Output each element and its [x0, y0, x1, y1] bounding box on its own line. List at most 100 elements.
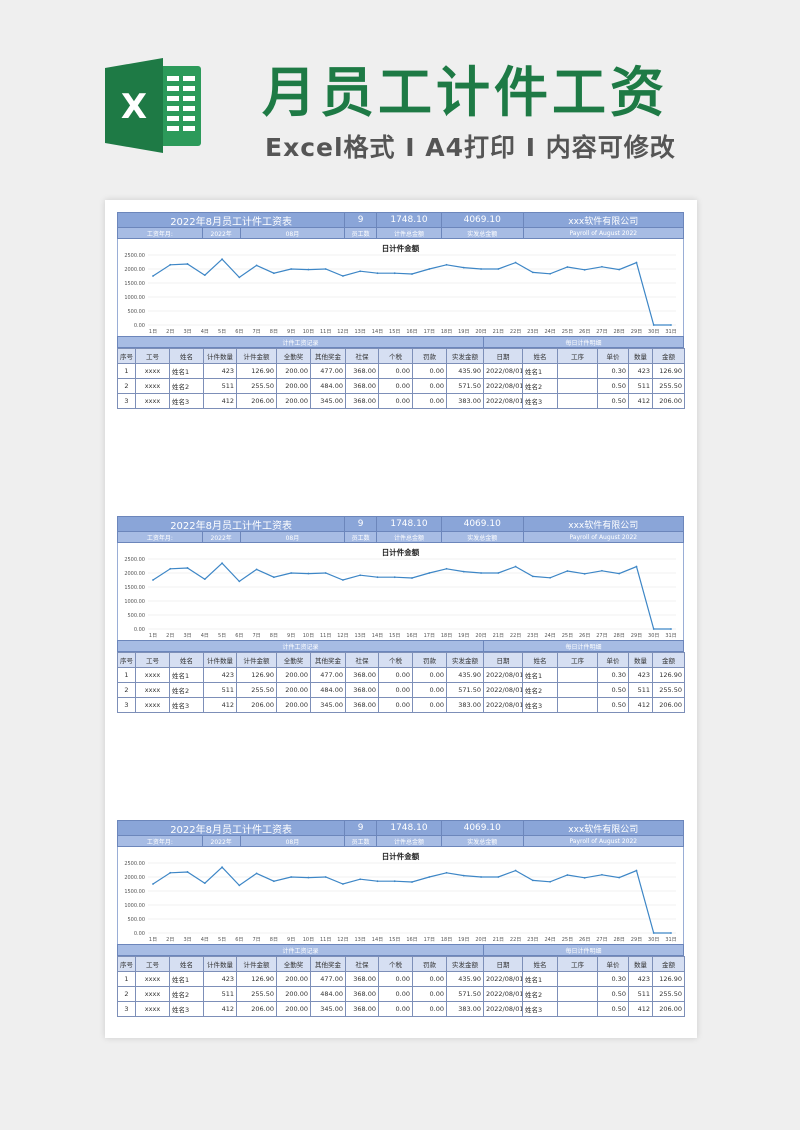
table-cell[interactable]	[557, 378, 598, 394]
table-cell[interactable]: 2	[117, 378, 136, 394]
table-cell[interactable]: xxxx	[135, 378, 170, 394]
table-cell[interactable]: xxxx	[135, 393, 170, 409]
table-cell[interactable]: 0.00	[378, 697, 413, 713]
table-cell[interactable]: 126.90	[236, 667, 277, 683]
table-cell[interactable]	[557, 697, 598, 713]
table-cell[interactable]: 0.00	[378, 682, 413, 698]
table-cell[interactable]: xxxx	[135, 667, 170, 683]
table-cell[interactable]: 2	[117, 986, 136, 1002]
table-cell[interactable]: 511	[203, 986, 237, 1002]
table-cell[interactable]: 0.30	[597, 363, 629, 379]
table-cell[interactable]: 412	[628, 393, 653, 409]
table-cell[interactable]: xxxx	[135, 1001, 170, 1017]
table-cell[interactable]: 206.00	[236, 697, 277, 713]
table-cell[interactable]: 423	[628, 971, 653, 987]
table-cell[interactable]: 0.00	[378, 1001, 413, 1017]
table-cell[interactable]: 0.00	[412, 378, 447, 394]
table-cell[interactable]: 2022/08/01	[483, 1001, 523, 1017]
table-cell[interactable]: 0.00	[412, 971, 447, 987]
table-cell[interactable]: 345.00	[310, 697, 346, 713]
table-cell[interactable]: 255.50	[236, 986, 277, 1002]
table-cell[interactable]: 姓名1	[522, 667, 558, 683]
table-cell[interactable]: 姓名3	[522, 697, 558, 713]
table-cell[interactable]: 435.90	[446, 363, 484, 379]
table-cell[interactable]: 126.90	[652, 971, 685, 987]
table-cell[interactable]: 206.00	[236, 1001, 277, 1017]
table-cell[interactable]	[557, 971, 598, 987]
table-cell[interactable]: 姓名2	[169, 986, 204, 1002]
table-cell[interactable]: 126.90	[236, 971, 277, 987]
table-cell[interactable]: 511	[203, 378, 237, 394]
table-cell[interactable]: 435.90	[446, 971, 484, 987]
table-cell[interactable]: 511	[628, 986, 653, 1002]
table-cell[interactable]: 0.00	[412, 393, 447, 409]
table-cell[interactable]: 0.50	[597, 393, 629, 409]
table-cell[interactable]: 2022/08/01	[483, 393, 523, 409]
table-cell[interactable]: xxxx	[135, 363, 170, 379]
table-cell[interactable]	[557, 682, 598, 698]
table-cell[interactable]: 412	[203, 1001, 237, 1017]
table-cell[interactable]: 255.50	[652, 378, 685, 394]
table-cell[interactable]: 206.00	[652, 697, 685, 713]
table-cell[interactable]: 423	[628, 363, 653, 379]
table-cell[interactable]: 姓名3	[169, 393, 204, 409]
table-cell[interactable]: 435.90	[446, 667, 484, 683]
table-cell[interactable]: 484.00	[310, 378, 346, 394]
table-cell[interactable]: 0.00	[378, 378, 413, 394]
table-cell[interactable]	[557, 986, 598, 1002]
table-cell[interactable]: 姓名1	[169, 363, 204, 379]
table-cell[interactable]: 0.00	[378, 363, 413, 379]
table-cell[interactable]: 368.00	[345, 1001, 379, 1017]
table-cell[interactable]: 423	[203, 667, 237, 683]
table-cell[interactable]: 2022/08/01	[483, 363, 523, 379]
table-cell[interactable]: 423	[628, 667, 653, 683]
table-cell[interactable]: xxxx	[135, 971, 170, 987]
table-cell[interactable]: 姓名3	[522, 393, 558, 409]
table-cell[interactable]: 200.00	[276, 697, 311, 713]
table-cell[interactable]: 姓名1	[522, 971, 558, 987]
table-cell[interactable]: 姓名2	[522, 378, 558, 394]
table-cell[interactable]: 368.00	[345, 682, 379, 698]
table-cell[interactable]: 368.00	[345, 986, 379, 1002]
table-cell[interactable]: 姓名1	[169, 667, 204, 683]
table-cell[interactable]: 0.00	[412, 682, 447, 698]
table-cell[interactable]: 姓名3	[169, 1001, 204, 1017]
table-cell[interactable]: 3	[117, 393, 136, 409]
table-cell[interactable]: 姓名2	[169, 682, 204, 698]
table-cell[interactable]: 0.00	[412, 1001, 447, 1017]
table-cell[interactable]: 0.00	[412, 667, 447, 683]
table-cell[interactable]: 206.00	[652, 1001, 685, 1017]
table-cell[interactable]: 200.00	[276, 1001, 311, 1017]
table-cell[interactable]: 345.00	[310, 1001, 346, 1017]
table-cell[interactable]: 255.50	[652, 682, 685, 698]
table-cell[interactable]: xxxx	[135, 986, 170, 1002]
table-cell[interactable]: 383.00	[446, 1001, 484, 1017]
table-cell[interactable]: xxxx	[135, 682, 170, 698]
table-cell[interactable]: 571.50	[446, 682, 484, 698]
table-cell[interactable]: 368.00	[345, 667, 379, 683]
table-cell[interactable]: 0.00	[378, 971, 413, 987]
table-cell[interactable]: 484.00	[310, 986, 346, 1002]
table-cell[interactable]	[557, 667, 598, 683]
table-cell[interactable]: 2022/08/01	[483, 682, 523, 698]
table-cell[interactable]: 3	[117, 697, 136, 713]
table-cell[interactable]: 0.00	[412, 986, 447, 1002]
table-cell[interactable]: 200.00	[276, 378, 311, 394]
table-cell[interactable]: 511	[628, 378, 653, 394]
table-cell[interactable]: 1	[117, 667, 136, 683]
table-cell[interactable]: 0.00	[378, 393, 413, 409]
table-cell[interactable]: 2022/08/01	[483, 697, 523, 713]
table-cell[interactable]: 477.00	[310, 363, 346, 379]
table-cell[interactable]: 0.50	[597, 1001, 629, 1017]
table-cell[interactable]: 姓名1	[169, 971, 204, 987]
table-cell[interactable]: 姓名2	[169, 378, 204, 394]
table-cell[interactable]: 0.50	[597, 682, 629, 698]
table-cell[interactable]: 200.00	[276, 986, 311, 1002]
table-cell[interactable]: 1	[117, 971, 136, 987]
table-cell[interactable]: 3	[117, 1001, 136, 1017]
table-cell[interactable]: 0.50	[597, 697, 629, 713]
table-cell[interactable]: 255.50	[236, 682, 277, 698]
table-cell[interactable]: 255.50	[652, 986, 685, 1002]
table-cell[interactable]: 2022/08/01	[483, 971, 523, 987]
table-cell[interactable]: 姓名2	[522, 682, 558, 698]
